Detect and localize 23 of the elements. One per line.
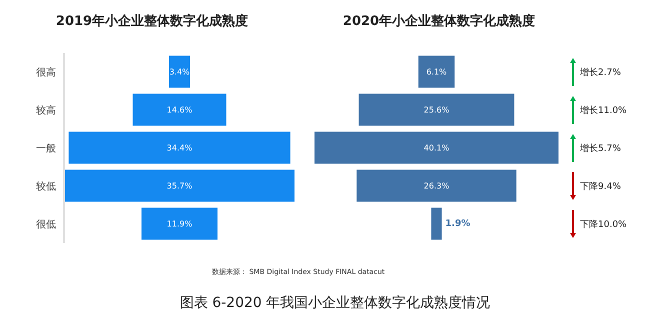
data-label: 35.7%	[166, 181, 193, 190]
text: 2019年小企业整体数字化成熟度	[54, 12, 250, 31]
category-label: 很高	[36, 66, 56, 79]
text: 下降9.4%	[580, 180, 621, 192]
data-label: 14.6%	[166, 105, 193, 114]
category-label: 很低	[36, 220, 56, 231]
text: 增长11.0%	[580, 104, 627, 116]
category-label: 一般	[36, 144, 56, 155]
text: 增长5.7%	[580, 142, 621, 154]
category-label: 较低	[36, 180, 56, 193]
text: 图表 6-2020 年我国小企业整体数字化成熟度情况	[178, 294, 492, 312]
category-label: 较高	[36, 104, 56, 117]
data-label: 1.9%	[445, 218, 470, 229]
text: 下降10.0%	[580, 218, 627, 230]
data-label: 11.9%	[166, 219, 193, 228]
data-label: 6.1%	[426, 67, 448, 76]
data-label: 3.4%	[169, 67, 190, 76]
data-label: 26.3%	[424, 181, 450, 190]
data-label: 25.6%	[424, 105, 450, 114]
data-label: 40.1%	[424, 143, 450, 152]
text: 2020年小企业整体数字化成熟度	[342, 12, 536, 31]
data-label: 34.4%	[166, 143, 193, 152]
text: 增长2.7%	[580, 66, 621, 78]
